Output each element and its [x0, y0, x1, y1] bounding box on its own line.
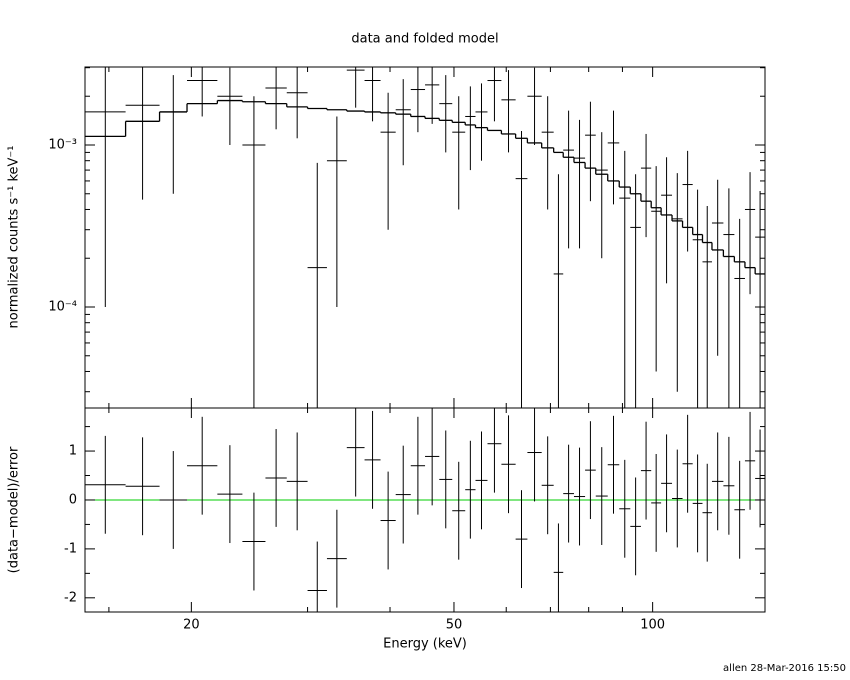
y-tick-label: 0 — [69, 492, 77, 507]
y-tick-label: -2 — [64, 590, 77, 605]
x-axis-label: Energy (keV) — [383, 637, 467, 652]
chart-title: data and folded model — [351, 32, 498, 47]
plot-area — [85, 67, 765, 408]
plot-frame — [84, 407, 766, 613]
y-axis-label: normalized counts s⁻¹ keV⁻¹ — [7, 146, 22, 329]
y-tick-label: -1 — [64, 541, 77, 556]
x-tick-label: 20 — [183, 618, 200, 633]
x-tick-label: 50 — [446, 618, 463, 633]
y-tick-label: 1 — [69, 444, 77, 459]
x-tick-label: 100 — [640, 618, 665, 633]
y-tick-label: 10⁻³ — [48, 137, 77, 152]
y-tick-label: 10⁻⁴ — [48, 300, 77, 315]
y-axis-label: (data−model)/error — [7, 446, 22, 573]
timestamp: allen 28-Mar-2016 15:50 — [723, 663, 846, 674]
plot-area — [85, 408, 765, 612]
